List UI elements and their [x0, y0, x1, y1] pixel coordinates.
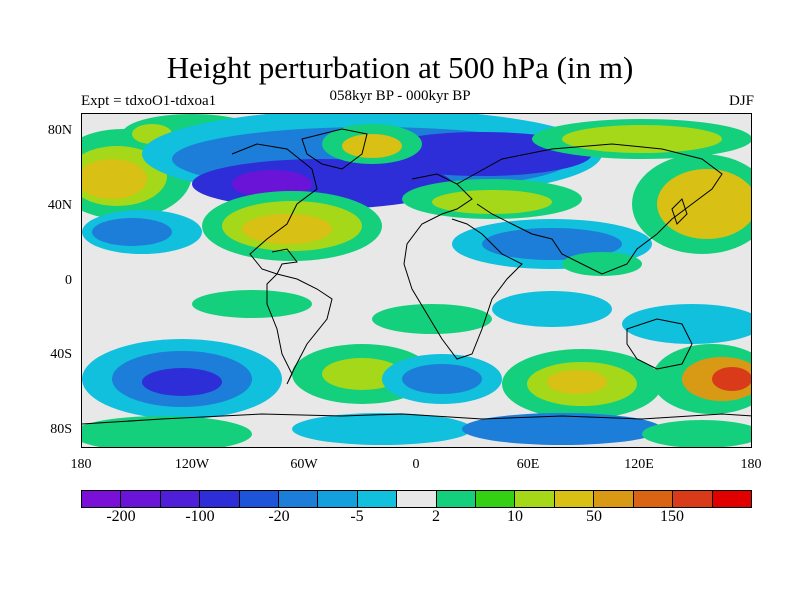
- negative-anomaly-region: [492, 291, 612, 327]
- colorbar-swatch: [634, 491, 673, 507]
- positive-anomaly-region: [712, 367, 752, 391]
- positive-anomaly-region: [562, 125, 722, 153]
- colorbar-label: 10: [485, 508, 545, 526]
- positive-anomaly-region: [562, 252, 642, 276]
- colorbar-label: -20: [249, 508, 309, 526]
- lon-label-180w: 180: [51, 457, 111, 473]
- lat-label-40n: 40N: [12, 198, 72, 214]
- colorbar-swatch: [594, 491, 633, 507]
- colorbar-swatch: [437, 491, 476, 507]
- lon-label-60w: 60W: [274, 457, 334, 473]
- positive-anomaly-region: [432, 190, 552, 214]
- positive-anomaly-region: [242, 214, 332, 244]
- colorbar-swatch: [673, 491, 712, 507]
- lon-label-180e: 180: [721, 457, 781, 473]
- positive-anomaly-region: [342, 134, 402, 158]
- colorbar-swatch: [318, 491, 357, 507]
- colorbar-swatch: [358, 491, 397, 507]
- colorbar-swatch: [476, 491, 515, 507]
- season-label: DJF: [729, 93, 754, 110]
- lon-label-0: 0: [386, 457, 446, 473]
- lat-label-0: 0: [12, 273, 72, 289]
- lon-label-60e: 60E: [498, 457, 558, 473]
- negative-anomaly-region: [142, 368, 222, 396]
- colorbar-swatch: [161, 491, 200, 507]
- experiment-label: Expt = tdxoO1-tdxoa1: [81, 93, 216, 110]
- lon-label-120w: 120W: [162, 457, 222, 473]
- colorbar-label: -200: [91, 508, 151, 526]
- negative-anomaly-region: [402, 364, 482, 394]
- colorbar-swatch: [82, 491, 121, 507]
- negative-anomaly-region: [92, 218, 172, 246]
- colorbar-label: 150: [642, 508, 702, 526]
- plot-title: Height perturbation at 500 hPa (in m): [0, 50, 800, 86]
- negative-anomaly-region: [292, 413, 472, 445]
- colorbar-label: -100: [170, 508, 230, 526]
- contour-map: [82, 114, 752, 448]
- colorbar-swatch: [397, 491, 436, 507]
- positive-anomaly-region: [547, 370, 607, 394]
- colorbar-label: -5: [327, 508, 387, 526]
- colorbar-label: 2: [406, 508, 466, 526]
- colorbar-swatch: [121, 491, 160, 507]
- colorbar-label: 50: [564, 508, 624, 526]
- positive-anomaly-region: [372, 304, 492, 334]
- colorbar: [81, 490, 752, 508]
- lat-label-40s: 40S: [12, 347, 72, 363]
- colorbar-swatch: [240, 491, 279, 507]
- colorbar-swatch: [713, 491, 751, 507]
- lat-label-80n: 80N: [12, 123, 72, 139]
- colorbar-swatch: [279, 491, 318, 507]
- lon-label-120e: 120E: [609, 457, 669, 473]
- colorbar-swatch: [200, 491, 239, 507]
- map-panel: [81, 113, 752, 448]
- positive-anomaly-region: [192, 290, 312, 318]
- lat-label-80s: 80S: [12, 422, 72, 438]
- colorbar-swatch: [515, 491, 554, 507]
- colorbar-swatch: [555, 491, 594, 507]
- negative-anomaly-region: [462, 413, 662, 445]
